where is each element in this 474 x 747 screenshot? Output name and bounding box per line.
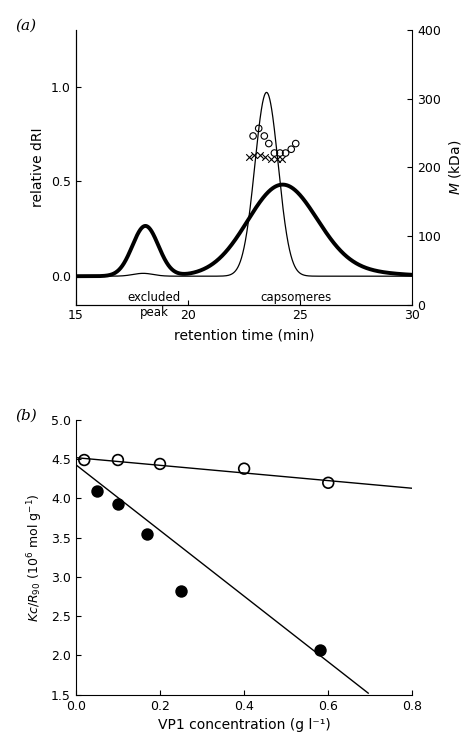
Point: [177, 585, 185, 597]
Point: [144, 528, 151, 540]
Point: [156, 458, 164, 470]
Text: excluded
peak: excluded peak: [128, 291, 181, 319]
Point: [265, 137, 273, 149]
X-axis label: VP1 concentration (g l⁻¹): VP1 concentration (g l⁻¹): [158, 718, 330, 732]
Point: [287, 143, 295, 155]
Point: [81, 454, 88, 466]
Text: (a): (a): [15, 19, 36, 33]
Y-axis label: $Kc/R_{90}$ $(10^6\ \mathrm{mol\ g}^{-1})$: $Kc/R_{90}$ $(10^6\ \mathrm{mol\ g}^{-1}…: [26, 493, 46, 622]
Point: [261, 130, 268, 142]
Point: [93, 485, 100, 497]
Point: [271, 147, 278, 159]
Point: [276, 147, 284, 159]
Point: [245, 151, 252, 163]
Point: [273, 152, 281, 164]
Y-axis label: relative dRI: relative dRI: [31, 128, 46, 207]
Point: [114, 454, 122, 466]
Point: [262, 151, 269, 163]
Point: [114, 498, 122, 510]
X-axis label: retention time (min): retention time (min): [174, 328, 314, 342]
Point: [292, 137, 300, 149]
Point: [250, 149, 258, 161]
Point: [278, 152, 286, 164]
Point: [316, 644, 324, 656]
Point: [282, 147, 290, 159]
Point: [240, 462, 248, 474]
Point: [255, 123, 263, 134]
Point: [256, 149, 264, 161]
Text: (b): (b): [15, 409, 37, 423]
Point: [249, 130, 257, 142]
Point: [324, 477, 332, 489]
Y-axis label: $M$ (kDa): $M$ (kDa): [447, 140, 463, 195]
Point: [267, 152, 275, 164]
Text: capsomeres: capsomeres: [260, 291, 331, 304]
